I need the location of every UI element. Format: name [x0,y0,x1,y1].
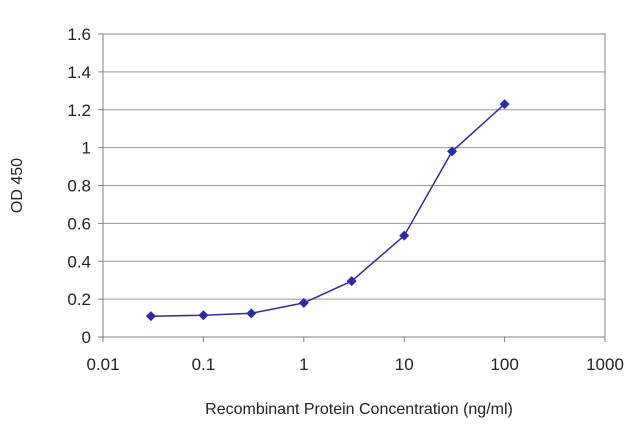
x-tick-label: 1000 [586,355,624,374]
y-axis-title: OD 450 [9,158,26,213]
y-tick-label: 0.6 [67,214,91,233]
x-axis-title: Recombinant Protein Concentration (ng/ml… [205,401,513,418]
data-point [346,276,357,287]
data-point [198,310,209,321]
y-tick-label: 1.4 [67,63,91,82]
series-line [150,103,506,317]
series-layer [145,99,510,322]
data-point [145,311,156,322]
x-tick-label: 0.01 [86,355,119,374]
x-tick-label: 0.1 [192,355,216,374]
data-point [298,297,309,308]
y-tick-label: 0 [82,328,91,347]
y-tick-label: 0.8 [67,177,91,196]
y-tick-label: 1.6 [67,25,91,44]
y-tick-label: 0.2 [67,290,91,309]
x-tick-label: 1 [299,355,308,374]
gridlines [103,33,605,338]
y-tick-label: 1.2 [67,101,91,120]
x-axis-ticks: 0.01 0.1 1 10 100 1000 [86,337,624,374]
data-point [246,308,257,319]
x-tick-label: 100 [490,355,518,374]
y-tick-label: 1 [82,139,91,158]
data-point [399,230,410,241]
data-point [499,99,510,110]
y-axis-ticks: 0 0.2 0.4 0.6 0.8 1 1.2 1.4 1.6 [67,25,103,347]
x-tick-label: 10 [395,355,414,374]
y-tick-label: 0.4 [67,252,91,271]
data-point [447,146,458,157]
